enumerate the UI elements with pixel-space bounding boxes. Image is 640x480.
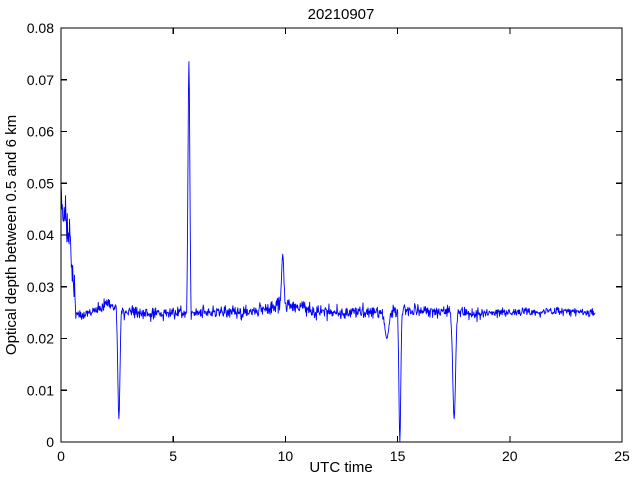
x-tick-label: 25 xyxy=(614,448,630,464)
x-tick-label: 5 xyxy=(169,448,177,464)
data-series-layer xyxy=(61,61,596,442)
y-tick-label: 0.01 xyxy=(27,382,54,398)
y-tick-label: 0.08 xyxy=(27,20,54,36)
axis-ticks xyxy=(60,27,623,443)
y-tick-label: 0.04 xyxy=(27,227,54,243)
y-tick-label: 0.06 xyxy=(27,124,54,140)
x-tick-label: 20 xyxy=(502,448,518,464)
y-tick-label: 0.02 xyxy=(27,331,54,347)
y-axis-label: Optical depth between 0.5 and 6 km xyxy=(3,115,20,355)
x-tick-label: 15 xyxy=(390,448,406,464)
x-tick-label: 10 xyxy=(278,448,294,464)
x-axis-label: UTC time xyxy=(309,459,372,476)
y-tick-label: 0.03 xyxy=(27,279,54,295)
x-tick-label: 0 xyxy=(57,448,65,464)
axis-tick-labels: 0 5 10 15 20 25 0 0.01 0.02 0.03 0.04 0.05 0.06 0.07 0… xyxy=(27,20,630,464)
chart-title: 20210907 xyxy=(308,6,375,23)
y-tick-label: 0 xyxy=(46,434,54,450)
data-line-optical-depth xyxy=(61,61,596,442)
y-tick-label: 0.07 xyxy=(27,72,54,88)
y-tick-label: 0.05 xyxy=(27,175,54,191)
